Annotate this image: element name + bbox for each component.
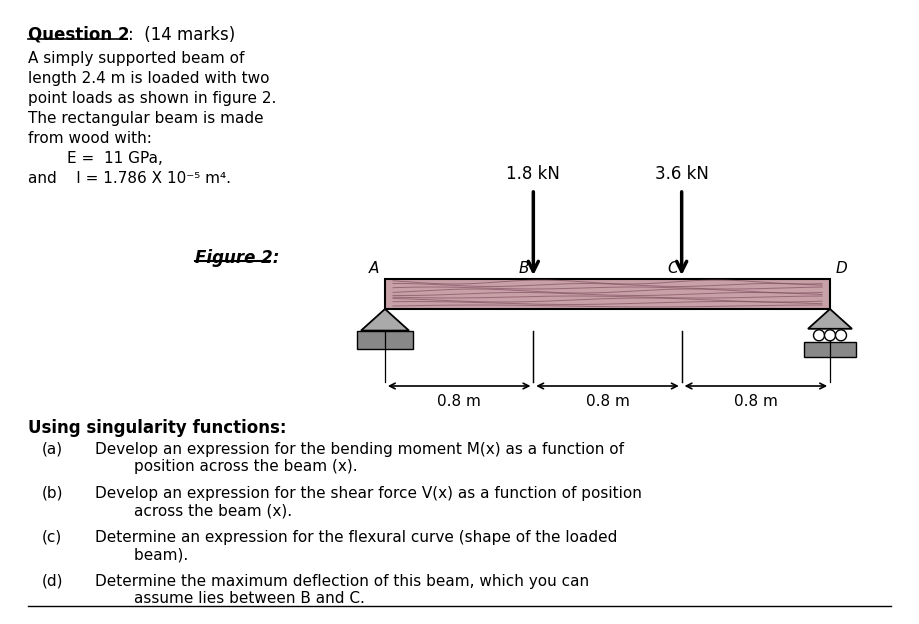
Text: (c): (c) — [42, 530, 62, 545]
Text: 0.8 m: 0.8 m — [734, 394, 777, 409]
Text: 0.8 m: 0.8 m — [585, 394, 630, 409]
Text: (d): (d) — [42, 574, 63, 589]
Text: A simply supported beam of: A simply supported beam of — [28, 51, 244, 66]
Text: Figure 2:: Figure 2: — [195, 249, 279, 267]
Text: :  (14 marks): : (14 marks) — [128, 26, 235, 44]
Bar — [804, 342, 856, 357]
Text: and    I = 1.786 X 10⁻⁵ m⁴.: and I = 1.786 X 10⁻⁵ m⁴. — [28, 171, 231, 186]
Text: 3.6 kN: 3.6 kN — [654, 165, 709, 183]
Text: D: D — [836, 261, 847, 276]
Polygon shape — [361, 309, 409, 331]
Text: Question 2: Question 2 — [28, 26, 130, 44]
Text: Develop an expression for the bending moment M(x) as a function of
        posit: Develop an expression for the bending mo… — [95, 442, 624, 474]
Bar — [357, 331, 413, 349]
Circle shape — [835, 330, 846, 341]
Text: 0.8 m: 0.8 m — [437, 394, 482, 409]
Text: B: B — [519, 261, 529, 276]
Text: 1.8 kN: 1.8 kN — [506, 165, 561, 183]
Text: C: C — [667, 261, 677, 276]
Polygon shape — [808, 309, 852, 329]
Text: length 2.4 m is loaded with two: length 2.4 m is loaded with two — [28, 71, 269, 86]
Text: A: A — [369, 261, 379, 276]
Circle shape — [813, 330, 824, 341]
Text: E =  11 GPa,: E = 11 GPa, — [28, 151, 163, 166]
Text: Develop an expression for the shear force V(x) as a function of position
       : Develop an expression for the shear forc… — [95, 486, 641, 519]
Circle shape — [824, 330, 835, 341]
Text: from wood with:: from wood with: — [28, 131, 152, 146]
Text: Determine the maximum deflection of this beam, which you can
        assume lies: Determine the maximum deflection of this… — [95, 574, 589, 607]
Text: Determine an expression for the flexural curve (shape of the loaded
        beam: Determine an expression for the flexural… — [95, 530, 618, 562]
Text: Using singularity functions:: Using singularity functions: — [28, 419, 287, 437]
Bar — [385, 279, 830, 309]
Text: The rectangular beam is made: The rectangular beam is made — [28, 111, 264, 126]
Text: (a): (a) — [42, 442, 63, 457]
Text: point loads as shown in figure 2.: point loads as shown in figure 2. — [28, 91, 277, 106]
Text: (b): (b) — [42, 486, 63, 501]
